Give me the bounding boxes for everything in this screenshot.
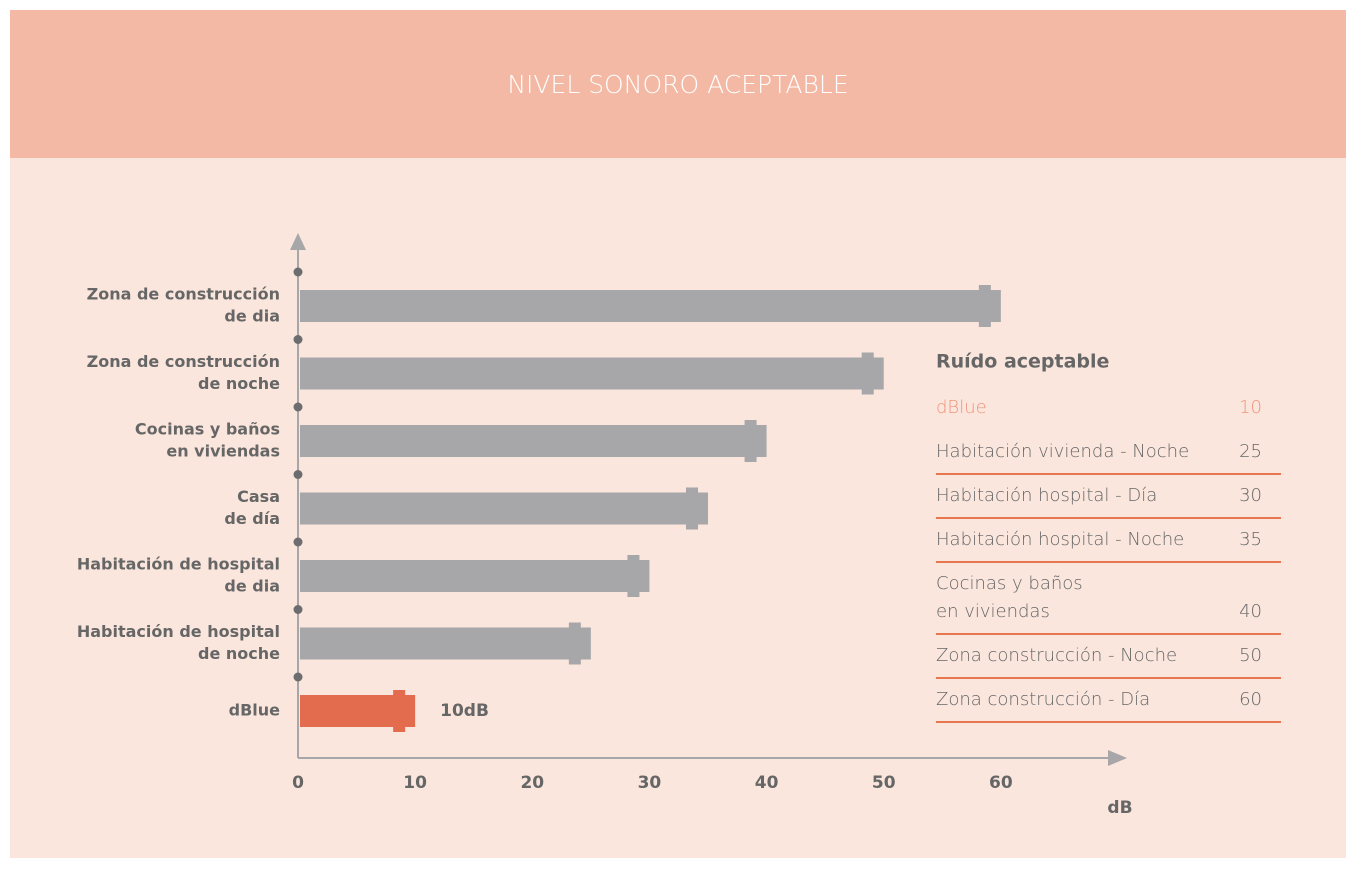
x-axis-arrow [1108, 750, 1127, 766]
table-value: 25 [1239, 441, 1262, 462]
table-label: en viviendas [936, 601, 1050, 622]
y-axis-arrow [290, 233, 306, 250]
bar [300, 622, 591, 665]
table-value: 60 [1239, 689, 1262, 710]
bar [300, 352, 884, 395]
table-label: Cocinas y baños [936, 573, 1083, 594]
bar [300, 690, 416, 732]
table-value: 30 [1239, 485, 1262, 506]
x-tick-label: 0 [292, 773, 304, 793]
x-tick-label: 20 [520, 773, 544, 793]
y-tick-label: de noche [198, 644, 280, 663]
y-tick-label: en viviendas [166, 442, 280, 461]
chart-title: NIVEL SONORO ACEPTABLE [507, 70, 848, 99]
bar [300, 487, 708, 530]
value-label: 10dB [440, 701, 489, 721]
table-value: 10 [1239, 397, 1262, 418]
x-axis-label: dB [1107, 798, 1132, 818]
bar [300, 555, 650, 597]
table-label: Zona construcción - Día [936, 689, 1150, 710]
table-value: 40 [1239, 601, 1262, 622]
bar [300, 420, 767, 462]
header-band [10, 10, 1346, 158]
y-tick-label: de día [224, 509, 280, 528]
table-label: Habitación vivienda - Noche [936, 441, 1189, 462]
table-label: Habitación hospital - Noche [936, 529, 1184, 550]
table-label: Habitación hospital - Día [936, 485, 1157, 506]
axis-dot [293, 267, 303, 277]
bar [300, 285, 1001, 327]
table-label: dBlue [936, 397, 987, 418]
table-title: Ruído aceptable [936, 351, 1109, 373]
axis-dot [293, 470, 303, 479]
y-tick-label: Zona de construcción [87, 352, 280, 371]
y-tick-label: Casa [237, 487, 280, 506]
axis-dot [293, 605, 303, 614]
axis-dot [293, 335, 303, 344]
x-tick-label: 10 [403, 773, 427, 793]
axis-dot [293, 402, 303, 412]
x-tick-label: 50 [872, 773, 896, 793]
y-tick-label: Habitación de hospital [77, 622, 280, 641]
y-tick-label: Cocinas y baños [135, 420, 280, 439]
y-tick-label: de dia [224, 577, 280, 596]
x-tick-label: 60 [989, 773, 1013, 793]
x-tick-label: 40 [755, 773, 779, 793]
table-label: Zona construcción - Noche [936, 645, 1177, 666]
y-tick-label: de noche [198, 374, 280, 393]
axis-dot [293, 537, 303, 547]
y-tick-label: de dia [224, 307, 280, 326]
y-tick-label: Zona de construcción [87, 285, 280, 304]
y-tick-label: dBlue [229, 701, 281, 720]
table-value: 50 [1239, 645, 1262, 666]
table-value: 35 [1239, 529, 1262, 550]
axis-dot [293, 672, 303, 682]
y-tick-label: Habitación de hospital [77, 555, 280, 574]
x-tick-label: 30 [638, 773, 662, 793]
